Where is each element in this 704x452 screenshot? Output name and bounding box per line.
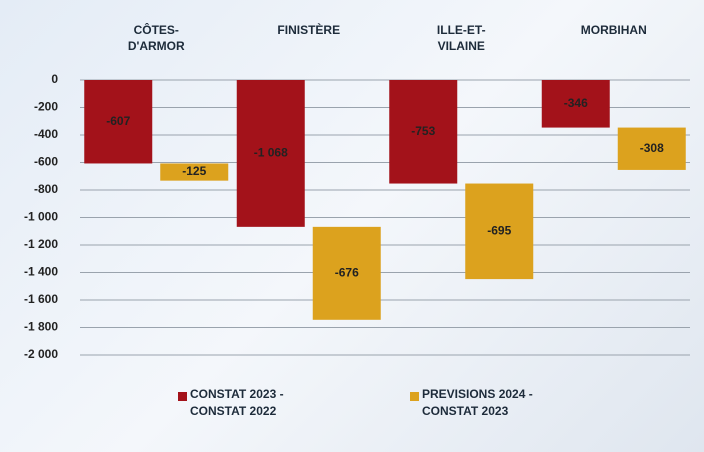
y-tick-label: -400 — [34, 127, 58, 141]
data-label: -1 068 — [254, 146, 288, 160]
data-label: -607 — [106, 114, 130, 128]
legend-label: CONSTAT 2023 - CONSTAT 2022 — [190, 386, 315, 420]
plot: 0 -200 -400 -600 -800 -1 000 -1 200 -1 400 -1 60… — [0, 0, 704, 452]
category-label: CÔTES-D'ARMOR — [114, 22, 198, 54]
category-label: ILLE-ET-VILAINE — [419, 22, 503, 54]
y-tick-label: -2 000 — [24, 347, 58, 361]
legend-swatch — [178, 392, 187, 401]
data-label: -346 — [564, 96, 588, 110]
y-tick-label: -200 — [34, 100, 58, 114]
legend-swatch — [410, 392, 419, 401]
y-tick-label: -1 800 — [24, 320, 58, 334]
data-label: -753 — [411, 124, 435, 138]
y-tick-label: -1 400 — [24, 265, 58, 279]
chart: 0 -200 -400 -600 -800 -1 000 -1 200 -1 400 -1 60… — [0, 0, 704, 452]
category-label: MORBIHAN — [572, 22, 656, 38]
data-label: -676 — [335, 265, 359, 279]
y-tick-label: -600 — [34, 155, 58, 169]
y-tick-label: -1 600 — [24, 292, 58, 306]
y-tick-label: -800 — [34, 182, 58, 196]
y-tick-label: -1 200 — [24, 237, 58, 251]
y-tick-label: -1 000 — [24, 210, 58, 224]
category-label: FINISTÈRE — [267, 22, 351, 38]
data-label: -308 — [640, 141, 664, 155]
legend-label: PREVISIONS 2024 - CONSTAT 2023 — [422, 386, 547, 420]
data-label: -125 — [182, 164, 206, 178]
y-tick-label: 0 — [51, 72, 58, 86]
data-label: -695 — [487, 223, 511, 237]
